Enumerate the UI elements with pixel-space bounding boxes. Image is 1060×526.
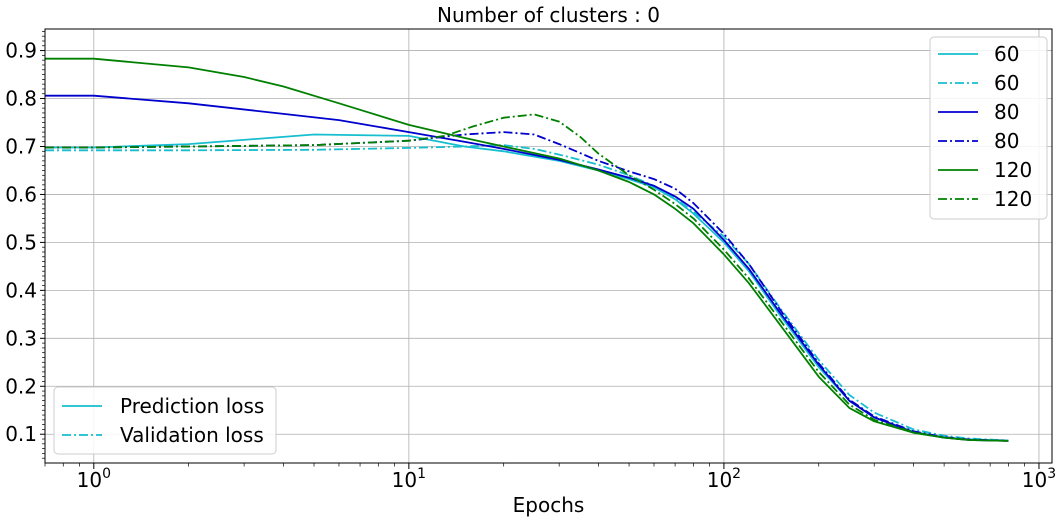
legend-label: Prediction loss xyxy=(120,394,264,418)
legend-label: 60 xyxy=(994,71,1019,95)
y-tick-label: 0.5 xyxy=(5,230,37,254)
x-tick-exponent: 1 xyxy=(417,466,426,482)
legend-label: 80 xyxy=(994,100,1019,124)
y-tick-label: 0.4 xyxy=(5,278,37,302)
plot-frame xyxy=(44,28,1053,464)
legend-label: 120 xyxy=(994,187,1032,211)
x-tick-exponent: 3 xyxy=(1047,466,1056,482)
series-line-120-solid xyxy=(45,57,1009,442)
y-tick-label: 0.3 xyxy=(5,326,37,350)
x-tick-label: 101 xyxy=(392,466,426,492)
y-tick-label: 0.9 xyxy=(5,39,37,63)
legend-label: 120 xyxy=(994,158,1032,182)
legend-box xyxy=(53,386,277,455)
y-tick-label: 0.1 xyxy=(5,422,37,446)
series-layer xyxy=(45,57,1009,442)
legend-label: 60 xyxy=(994,42,1019,66)
x-tick-label: 102 xyxy=(707,466,741,492)
line-style-legend: Prediction loss Validation loss xyxy=(53,386,277,455)
y-tick-label: 0.7 xyxy=(5,134,37,158)
series-legend: 60 60 80 80 120 120 xyxy=(929,36,1048,220)
y-tick-label: 0.8 xyxy=(5,87,37,111)
x-tick-exponent: 2 xyxy=(732,466,741,482)
series-line-120-dashdot xyxy=(45,113,1009,442)
y-tick-label: 0.6 xyxy=(5,182,37,206)
legend-label: 80 xyxy=(994,129,1019,153)
chart-title: Number of clusters : 0 xyxy=(437,3,660,27)
grid-lines xyxy=(45,29,1052,463)
legend-label: Validation loss xyxy=(120,423,264,447)
x-axis-label: Epochs xyxy=(513,493,585,517)
x-tick-exponent: 0 xyxy=(102,466,111,482)
series-line-60-dashdot xyxy=(45,144,1009,442)
y-tick-label: 0.2 xyxy=(5,374,37,398)
